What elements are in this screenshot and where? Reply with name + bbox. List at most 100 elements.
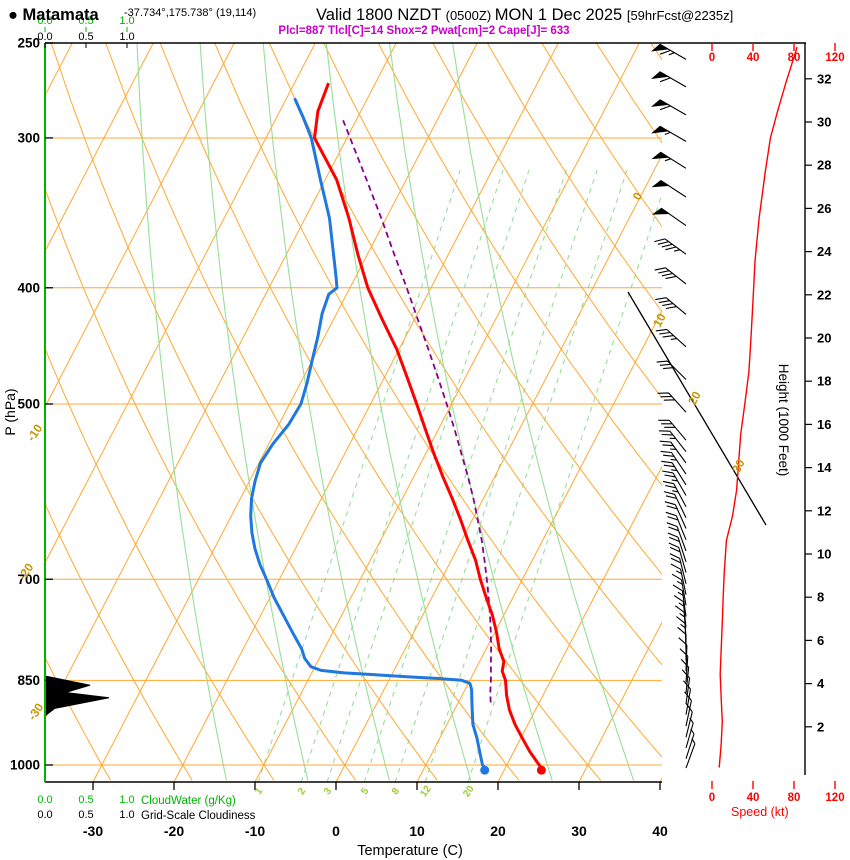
valid-zulu: (0500Z) — [446, 8, 495, 23]
wind-barb — [654, 267, 687, 285]
wind-barb — [660, 450, 687, 475]
profile-curves — [249, 82, 544, 770]
wind-barb — [658, 419, 687, 441]
wind-barb — [663, 491, 687, 518]
dry-adiabat-line — [432, 43, 662, 399]
temp-tick-label: 40 — [652, 823, 668, 839]
wind-barb-flag — [651, 43, 670, 52]
isotherm-line — [497, 465, 662, 782]
dewpoint-curve — [249, 97, 487, 770]
height-tick-label: 30 — [817, 115, 831, 130]
surface-temp-dot — [536, 765, 546, 775]
wind-barb — [681, 669, 691, 704]
forecast-tag: [59hrFcst@2235z] — [627, 8, 733, 23]
cloud-scale-label: 0.0 — [37, 809, 52, 821]
dry-adiabat-label: -10 — [24, 421, 46, 444]
speed-tick-label-top: 40 — [747, 52, 760, 64]
parcel-ascent-curve — [342, 119, 492, 703]
height-axis-title: Height (1000 Feet) — [776, 364, 791, 477]
isotherm-line — [416, 309, 662, 782]
indices-line: Plcl=887 Tlcl[C]=14 Shox=2 Pwat[cm]=2 Ca… — [278, 25, 569, 37]
dry-adiabat-line — [541, 43, 662, 228]
mixing-ratio-line — [363, 169, 567, 782]
valid-line: Valid 1800 NZDT (0500Z) MON 1 Dec 2025 [… — [316, 6, 733, 24]
dry-adiabat-line — [45, 187, 357, 781]
boundary-line — [627, 291, 767, 526]
wind-barb — [662, 470, 687, 496]
isotherm-line — [335, 153, 662, 782]
cloud-scale-label: 0.0 — [37, 794, 52, 806]
wind-barb — [684, 691, 692, 727]
mixing-ratio-label: 1 — [253, 786, 265, 797]
valid-time: Valid 1800 NZDT — [316, 6, 446, 24]
wind-barb — [664, 501, 687, 529]
mixing-ratio-label: 12 — [418, 783, 434, 799]
height-tick-label: 16 — [817, 417, 831, 432]
height-tick-label: 8 — [817, 590, 824, 605]
temp-tick-label: 30 — [571, 823, 587, 839]
dry-adiabat-line — [45, 656, 111, 781]
height-tick-label: 28 — [817, 158, 831, 173]
dry-adiabat-line — [377, 43, 662, 487]
cloudiness-polygon — [44, 675, 110, 717]
dry-adiabat-line — [268, 43, 662, 666]
mixing-ratio-label: 20 — [461, 783, 477, 799]
mixing-ratio-label: 3 — [322, 786, 334, 797]
speed-tick-label-bottom: 0 — [709, 792, 715, 804]
isotherm-line — [45, 43, 154, 253]
dry-adiabat-line — [323, 43, 662, 576]
station-name: ● Matamata — [8, 6, 99, 24]
wind-barb — [665, 511, 687, 541]
temp-tick-label: 10 — [409, 823, 425, 839]
speed-tick-label-top: 80 — [788, 52, 801, 64]
dry-adiabat-line — [45, 346, 275, 781]
height-tick-label: 32 — [817, 71, 831, 86]
cloud-scale-label: 0.5 — [78, 15, 93, 27]
mixing-ratio-label: 8 — [390, 786, 402, 797]
wind-barb — [668, 542, 687, 573]
mixing-ratio-line — [300, 169, 504, 782]
pressure-tick-label: 850 — [17, 673, 40, 688]
moist-adiabat-line — [199, 43, 309, 781]
dry-adiabat-line — [486, 43, 662, 313]
wind-barb — [685, 728, 695, 759]
wind-barb — [658, 430, 687, 453]
cloud-scale-label: 1.0 — [119, 15, 134, 27]
wind-barb — [685, 702, 693, 738]
cloud-scale-label: 0.5 — [78, 31, 93, 43]
mixing-ratio-line — [394, 169, 598, 782]
height-tick-label: 22 — [817, 287, 831, 302]
moist-adiabat-line — [388, 43, 553, 781]
wind-barb-flag — [651, 207, 671, 215]
pressure-tick-label: 500 — [17, 397, 40, 412]
isotherm-line — [578, 621, 662, 782]
wind-speed-curve — [718, 46, 798, 768]
speed-tick-label-top: 0 — [709, 52, 715, 64]
axes-frame — [44, 27, 806, 790]
moist-adiabat-line — [452, 43, 635, 781]
dry-adiabat-line — [595, 43, 662, 144]
wind-barb — [678, 637, 688, 672]
wind-barb — [669, 553, 687, 584]
isotherm-line — [173, 43, 559, 782]
pressure-axis-title: P (hPa) — [2, 388, 18, 435]
station-coords: -37.734°,175.738° (19,114) — [124, 7, 256, 19]
height-tick-label: 26 — [817, 201, 831, 216]
moist-adiabat-line — [136, 43, 228, 781]
speed-tick-label-bottom: 120 — [825, 792, 844, 804]
wind-barb — [666, 522, 687, 552]
isotherm-line — [45, 43, 316, 564]
wind-barb — [685, 738, 696, 769]
height-tick-label: 14 — [817, 460, 832, 475]
wind-barb-flag — [651, 151, 670, 160]
cloudiness-title: Grid-Scale Cloudiness — [141, 810, 256, 822]
isotherm-line — [254, 43, 640, 782]
mixing-ratio-label: 5 — [359, 786, 371, 797]
wind-barb — [680, 658, 690, 694]
dry-adiabat-line — [650, 43, 662, 61]
wind-barb — [655, 297, 687, 315]
wind-barb — [655, 328, 687, 348]
wind-and-speed-panel — [651, 43, 836, 789]
